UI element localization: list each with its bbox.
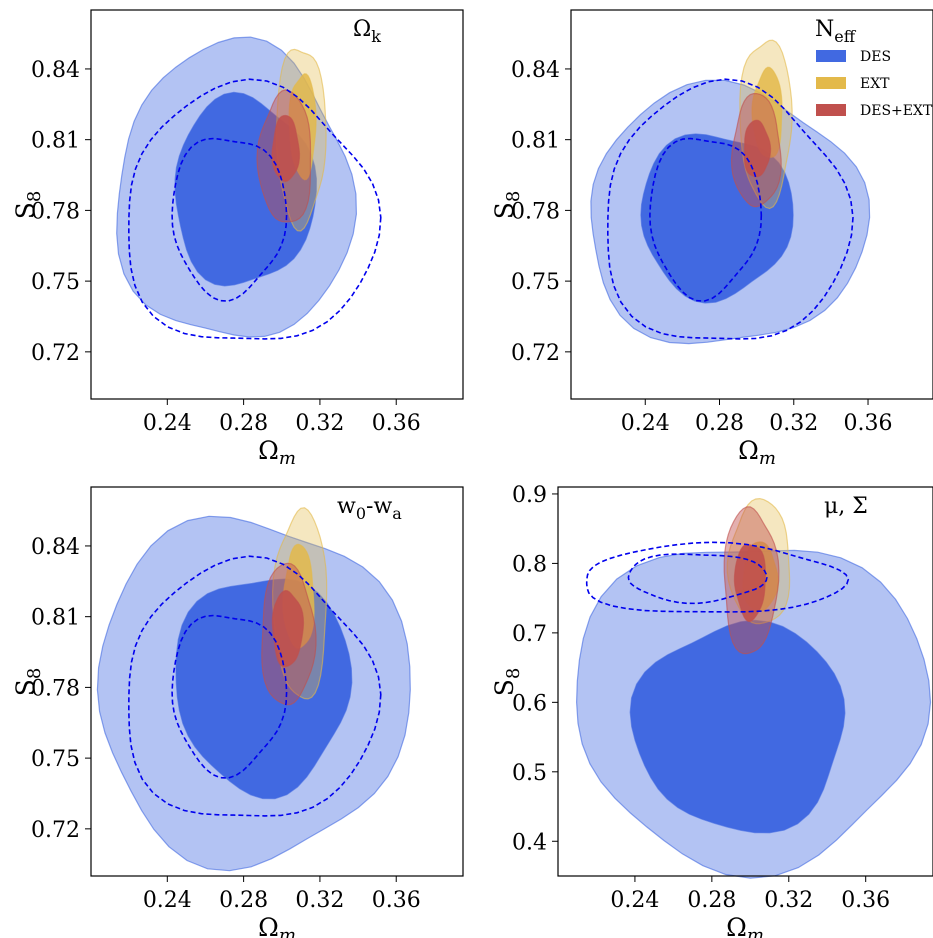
x-tick-label: 0.36 — [844, 411, 893, 436]
x-tick-label: 0.24 — [143, 888, 192, 913]
x-axis-label: Ωm — [258, 913, 296, 938]
y-tick-label: 0.78 — [31, 199, 80, 224]
contour-des-ext-68 — [271, 114, 301, 183]
y-tick-label: 0.78 — [31, 676, 80, 701]
x-axis-label: Ωm — [738, 436, 776, 469]
x-tick-label: 0.36 — [372, 888, 421, 913]
y-tick-label: 0.72 — [31, 341, 80, 366]
x-tick-label: 0.28 — [695, 411, 744, 436]
y-tick-label: 0.5 — [512, 761, 547, 786]
legend-item-des: DES — [816, 49, 891, 65]
x-tick-label: 0.28 — [219, 411, 268, 436]
x-tick-label: 0.32 — [764, 888, 813, 913]
contour-group — [575, 497, 932, 879]
y-tick-label: 0.78 — [511, 199, 560, 224]
contour-des-ext-68 — [733, 543, 766, 622]
panel-w0-wa: 0.24 0.28 0.32 0.36 0.72 0.75 0.78 0.81 0.84 w0-… — [31, 486, 464, 913]
panel-omega-k: 0.24 0.28 0.32 0.36 0.72 0.75 0.78 0.81 0.84 Ωk — [31, 9, 464, 436]
x-tick-label: 0.36 — [372, 411, 421, 436]
y-tick-label: 0.75 — [511, 270, 560, 295]
x-tick-label: 0.24 — [621, 411, 670, 436]
y-tick-label: 0.81 — [511, 129, 560, 154]
y-tick-label: 0.84 — [31, 535, 80, 560]
y-axis-label: S8 — [490, 668, 524, 697]
y-tick-label: 0.84 — [511, 58, 560, 83]
y-axis-label: S8 — [11, 191, 45, 220]
contour-des-ext-68 — [271, 589, 305, 668]
y-tick-label: 0.81 — [31, 129, 80, 154]
contour-group — [96, 507, 411, 872]
contour-des-ext-68 — [743, 119, 772, 178]
legend-label-des-ext: DES+EXT — [860, 103, 933, 119]
panel-title: Neff — [815, 17, 857, 46]
dashed-contour-95 — [127, 78, 382, 340]
x-tick-label: 0.24 — [610, 888, 659, 913]
contour-group — [590, 39, 871, 345]
dashed-contour-95 — [606, 78, 854, 340]
y-tick-label: 0.81 — [31, 606, 80, 631]
plot-frame — [90, 9, 464, 400]
legend-label-ext: EXT — [860, 76, 890, 92]
plot-frame — [90, 486, 464, 877]
y-tick-label: 0.9 — [512, 483, 547, 508]
x-tick-label: 0.32 — [295, 888, 344, 913]
x-axis-label: Ωm — [258, 436, 296, 469]
y-tick-label: 0.72 — [511, 341, 560, 366]
x-tick-label: 0.32 — [769, 411, 818, 436]
dashed-contour-68 — [171, 614, 288, 779]
panel-title: Ωk — [353, 17, 381, 46]
contour-group — [116, 36, 382, 340]
y-tick-label: 0.75 — [31, 270, 80, 295]
y-tick-label: 0.6 — [512, 691, 547, 716]
x-tick-label: 0.28 — [219, 888, 268, 913]
x-tick-label: 0.24 — [143, 411, 192, 436]
panel-title: μ, Σ — [824, 494, 868, 519]
legend: DES EXT DES+EXT — [816, 49, 933, 119]
plot-frame — [557, 486, 933, 877]
legend-swatch-des — [816, 50, 846, 62]
x-tick-label: 0.32 — [295, 411, 344, 436]
y-tick-label: 0.7 — [512, 622, 547, 647]
y-tick-label: 0.4 — [512, 830, 547, 855]
dashed-contour-68 — [627, 553, 768, 605]
panel-title: w0-wa — [337, 494, 402, 523]
y-tick-label: 0.72 — [31, 818, 80, 843]
x-axis-label: Ωm — [726, 913, 764, 938]
plot-frame — [570, 9, 933, 400]
legend-item-des-ext: DES+EXT — [816, 103, 933, 119]
panel-mu-sigma: 0.24 0.28 0.32 0.36 0.4 0.5 0.6 0.7 0.8 0.9 μ, Σ — [512, 483, 933, 913]
dashed-contour-68 — [649, 137, 763, 302]
y-tick-label: 0.8 — [512, 552, 547, 577]
y-axis-label: S8 — [11, 668, 45, 697]
y-tick-label: 0.75 — [31, 747, 80, 772]
legend-swatch-des-ext — [816, 104, 846, 116]
y-tick-label: 0.84 — [31, 58, 80, 83]
legend-item-ext: EXT — [816, 76, 890, 92]
dashed-contour-68 — [171, 137, 288, 302]
x-tick-label: 0.28 — [687, 888, 736, 913]
x-tick-label: 0.36 — [841, 888, 890, 913]
contour-des-68 — [629, 619, 846, 834]
dashed-contour-95 — [127, 555, 382, 817]
legend-label-des: DES — [860, 49, 891, 65]
y-axis-label: S8 — [490, 191, 524, 220]
legend-swatch-ext — [816, 77, 846, 89]
panel-neff: 0.24 0.28 0.32 0.36 0.72 0.75 0.78 0.81 0.84 Nef… — [511, 9, 933, 436]
